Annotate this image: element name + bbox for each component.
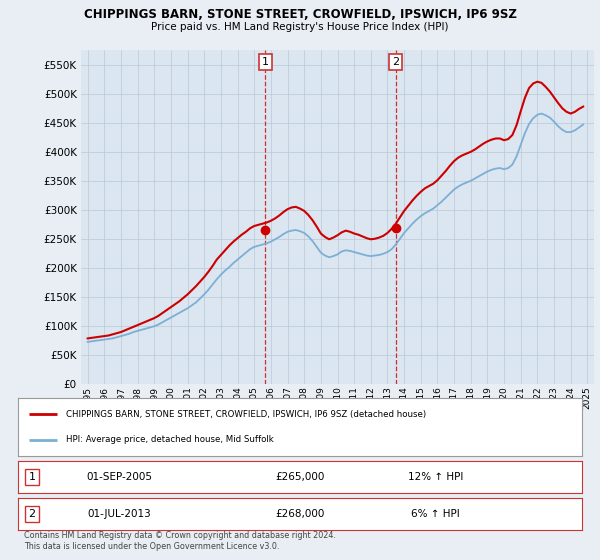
Text: 1: 1	[29, 472, 35, 482]
Text: 1: 1	[262, 57, 269, 67]
Text: 2: 2	[392, 57, 400, 67]
Text: £268,000: £268,000	[275, 509, 325, 519]
Text: 01-JUL-2013: 01-JUL-2013	[88, 509, 151, 519]
Text: HPI: Average price, detached house, Mid Suffolk: HPI: Average price, detached house, Mid …	[66, 436, 274, 445]
Text: CHIPPINGS BARN, STONE STREET, CROWFIELD, IPSWICH, IP6 9SZ: CHIPPINGS BARN, STONE STREET, CROWFIELD,…	[83, 8, 517, 21]
Text: 01-SEP-2005: 01-SEP-2005	[86, 472, 152, 482]
Text: Price paid vs. HM Land Registry's House Price Index (HPI): Price paid vs. HM Land Registry's House …	[151, 22, 449, 32]
Text: Contains HM Land Registry data © Crown copyright and database right 2024.
This d: Contains HM Land Registry data © Crown c…	[24, 531, 336, 551]
Text: £265,000: £265,000	[275, 472, 325, 482]
Text: CHIPPINGS BARN, STONE STREET, CROWFIELD, IPSWICH, IP6 9SZ (detached house): CHIPPINGS BARN, STONE STREET, CROWFIELD,…	[66, 409, 426, 418]
Text: 6% ↑ HPI: 6% ↑ HPI	[411, 509, 460, 519]
Text: 2: 2	[29, 509, 35, 519]
Text: 12% ↑ HPI: 12% ↑ HPI	[407, 472, 463, 482]
